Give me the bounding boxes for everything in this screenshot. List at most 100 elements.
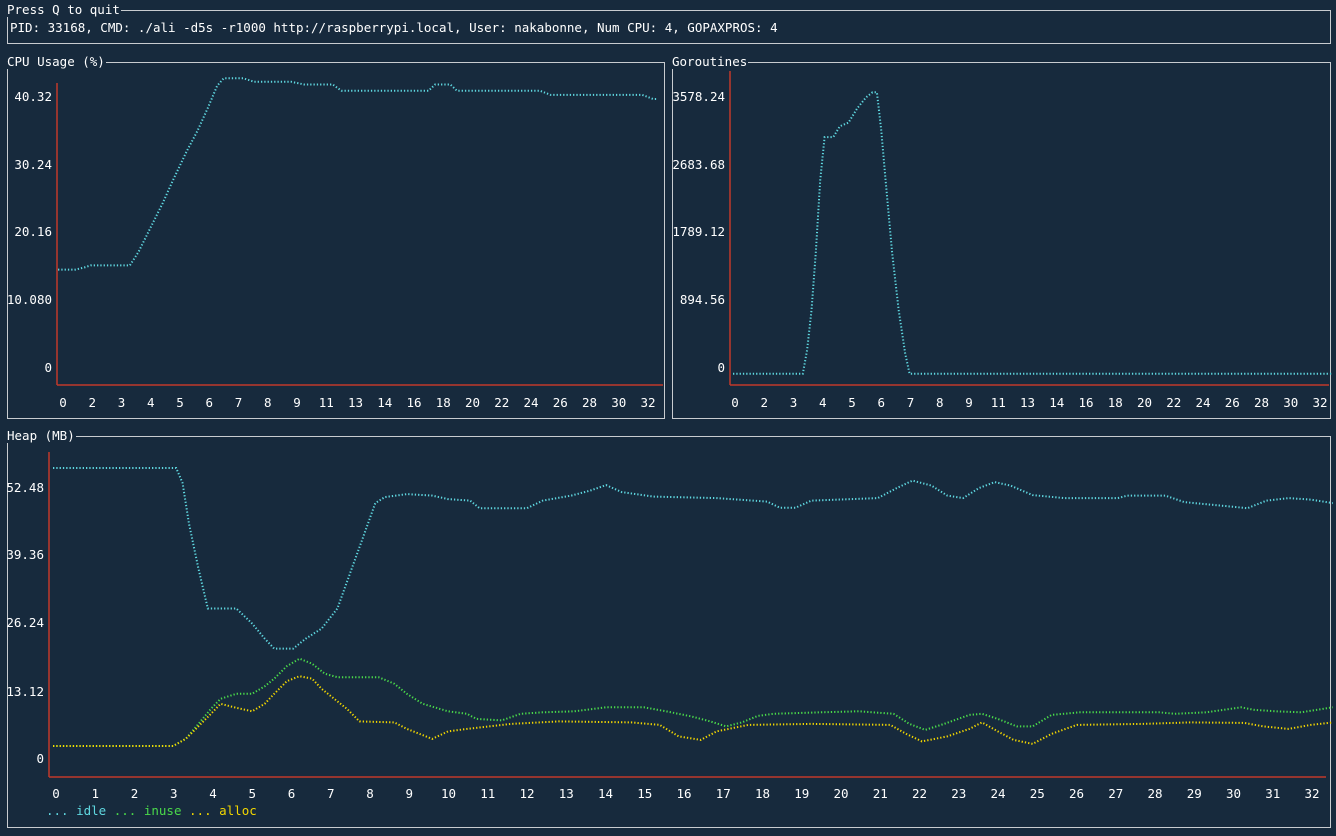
cpu-y-tick-label: 10.080: [7, 292, 52, 307]
goroutines-panel: Goroutines 0 894.56 1789.12 2683.68 3578.24 0…: [672, 55, 1333, 419]
legend-alloc: ... alloc: [189, 803, 257, 818]
gor-x-tick-label: 5: [848, 395, 856, 410]
gor-x-tick-label: 0: [731, 395, 739, 410]
gor-x-tick-label: 26: [1225, 395, 1240, 410]
gor-x-tick-label: 32: [1312, 395, 1327, 410]
gor-x-tick-label: 18: [1108, 395, 1123, 410]
gor-x-tick-label: 30: [1283, 395, 1298, 410]
heap-x-tick-label: 20: [833, 786, 848, 801]
cpu-x-tick-label: 7: [235, 395, 243, 410]
cpu-y-tick-label: 0: [44, 360, 52, 375]
cpu-x-tick-label: 11: [319, 395, 334, 410]
heap-x-tick-label: 1: [91, 786, 99, 801]
heap-y-tick-label: 52.48: [6, 480, 44, 495]
heap-x-tick-label: 7: [327, 786, 335, 801]
goroutines-chart: 0 894.56 1789.12 2683.68 3578.24 0 2 3 4 5 6 7 8 9 11 1…: [672, 71, 1333, 410]
heap-x-tick-label: 14: [598, 786, 613, 801]
cpu-x-tick-label: 22: [494, 395, 509, 410]
cpu-x-tick-label: 24: [523, 395, 538, 410]
cpu-x-tick-label: 5: [176, 395, 184, 410]
gor-x-tick-label: 22: [1166, 395, 1181, 410]
gor-x-tick-label: 20: [1137, 395, 1152, 410]
heap-x-tick-label: 32: [1304, 786, 1319, 801]
cpu-y-tick-label: 40.32: [14, 89, 52, 104]
heap-y-tick-label: 26.24: [6, 615, 44, 630]
cpu-x-tick-label: 6: [205, 395, 213, 410]
cpu-x-tick-label: 9: [293, 395, 301, 410]
heap-title: Heap (MB): [7, 428, 76, 443]
heap-x-tick-label: 21: [873, 786, 888, 801]
gor-y-tick-label: 2683.68: [672, 157, 725, 172]
heap-y-tick-label: 39.36: [6, 547, 44, 562]
heap-x-tick-label: 10: [441, 786, 456, 801]
gor-y-tick-label: 0: [717, 360, 725, 375]
heap-x-tick-label: 18: [755, 786, 770, 801]
heap-x-tick-label: 17: [716, 786, 731, 801]
gor-x-tick-label: 7: [907, 395, 915, 410]
gor-x-tick-label: 2: [760, 395, 768, 410]
gor-x-tick-label: 28: [1254, 395, 1269, 410]
gor-x-tick-label: 24: [1195, 395, 1210, 410]
heap-x-tick-label: 30: [1226, 786, 1241, 801]
cpu-usage-title: CPU Usage (%): [7, 54, 106, 69]
heap-x-tick-label: 13: [559, 786, 574, 801]
gor-x-tick-label: 6: [877, 395, 885, 410]
cpu-x-tick-label: 28: [582, 395, 597, 410]
gor-y-tick-label: 894.56: [680, 292, 725, 307]
legend-idle: ... idle: [46, 803, 107, 818]
heap-x-tick-label: 9: [405, 786, 413, 801]
heap-x-tick-label: 28: [1147, 786, 1162, 801]
cpu-x-tick-label: 26: [553, 395, 568, 410]
gor-x-tick-label: 11: [991, 395, 1006, 410]
cpu-y-tick-label: 20.16: [14, 224, 52, 239]
gor-y-tick-label: 3578.24: [672, 89, 725, 104]
heap-x-tick-label: 23: [951, 786, 966, 801]
gor-x-tick-label: 16: [1078, 395, 1093, 410]
gor-x-tick-label: 9: [965, 395, 973, 410]
heap-x-tick-label: 19: [794, 786, 809, 801]
heap-x-tick-label: 31: [1265, 786, 1280, 801]
heap-x-tick-label: 0: [52, 786, 60, 801]
heap-y-tick-label: 13.12: [6, 684, 44, 699]
cpu-x-tick-label: 0: [59, 395, 67, 410]
gor-x-tick-label: 13: [1020, 395, 1035, 410]
heap-series-inuse: [53, 657, 1333, 747]
heap-legend: ... idle ... inuse ... alloc: [46, 803, 257, 818]
gor-y-tick-label: 1789.12: [672, 224, 725, 239]
cpu-x-tick-label: 30: [611, 395, 626, 410]
cpu-usage-chart: 0 10.080 20.16 30.24 40.32 0 2 3 4 5 6 7 8 9 11 13 14 16 1…: [7, 77, 663, 410]
cpu-x-tick-label: 2: [88, 395, 96, 410]
legend-inuse: ... inuse: [113, 803, 182, 818]
cpu-x-tick-label: 4: [147, 395, 155, 410]
heap-x-tick-label: 24: [990, 786, 1005, 801]
quit-hint: Press Q to quit: [7, 2, 121, 17]
cpu-usage-panel: CPU Usage (%) 0 10.080 20.16 30.24 40.32 0 2 3 4…: [7, 55, 665, 419]
goroutines-title: Goroutines: [672, 54, 749, 69]
heap-series-alloc: [53, 675, 1333, 747]
heap-x-tick-label: 11: [480, 786, 495, 801]
heap-x-tick-label: 25: [1030, 786, 1045, 801]
heap-x-tick-label: 15: [637, 786, 652, 801]
cpu-series-line: [58, 77, 658, 271]
heap-x-tick-label: 5: [248, 786, 256, 801]
heap-x-tick-label: 3: [170, 786, 178, 801]
heap-x-tick-label: 16: [676, 786, 691, 801]
gor-x-tick-label: 4: [819, 395, 827, 410]
gor-series-line: [733, 91, 1333, 375]
heap-x-tick-label: 6: [288, 786, 296, 801]
heap-x-tick-label: 8: [366, 786, 374, 801]
heap-x-tick-label: 29: [1187, 786, 1202, 801]
cpu-x-tick-label: 20: [465, 395, 480, 410]
cpu-x-tick-label: 16: [406, 395, 421, 410]
cpu-x-tick-label: 8: [264, 395, 272, 410]
heap-y-tick-label: 0: [36, 751, 44, 766]
cpu-x-tick-label: 18: [436, 395, 451, 410]
heap-x-tick-label: 4: [209, 786, 217, 801]
cpu-x-tick-label: 13: [348, 395, 363, 410]
heap-x-tick-label: 2: [131, 786, 139, 801]
heap-series-idle: [53, 467, 1333, 650]
process-info: PID: 33168, CMD: ./ali -d5s -r1000 http:…: [10, 20, 778, 35]
gor-x-tick-label: 3: [790, 395, 798, 410]
heap-panel: Heap (MB) 0 13.12 26.24 39.36 52.48 0 1 2 3 4 5 6 7 8…: [6, 429, 1333, 828]
